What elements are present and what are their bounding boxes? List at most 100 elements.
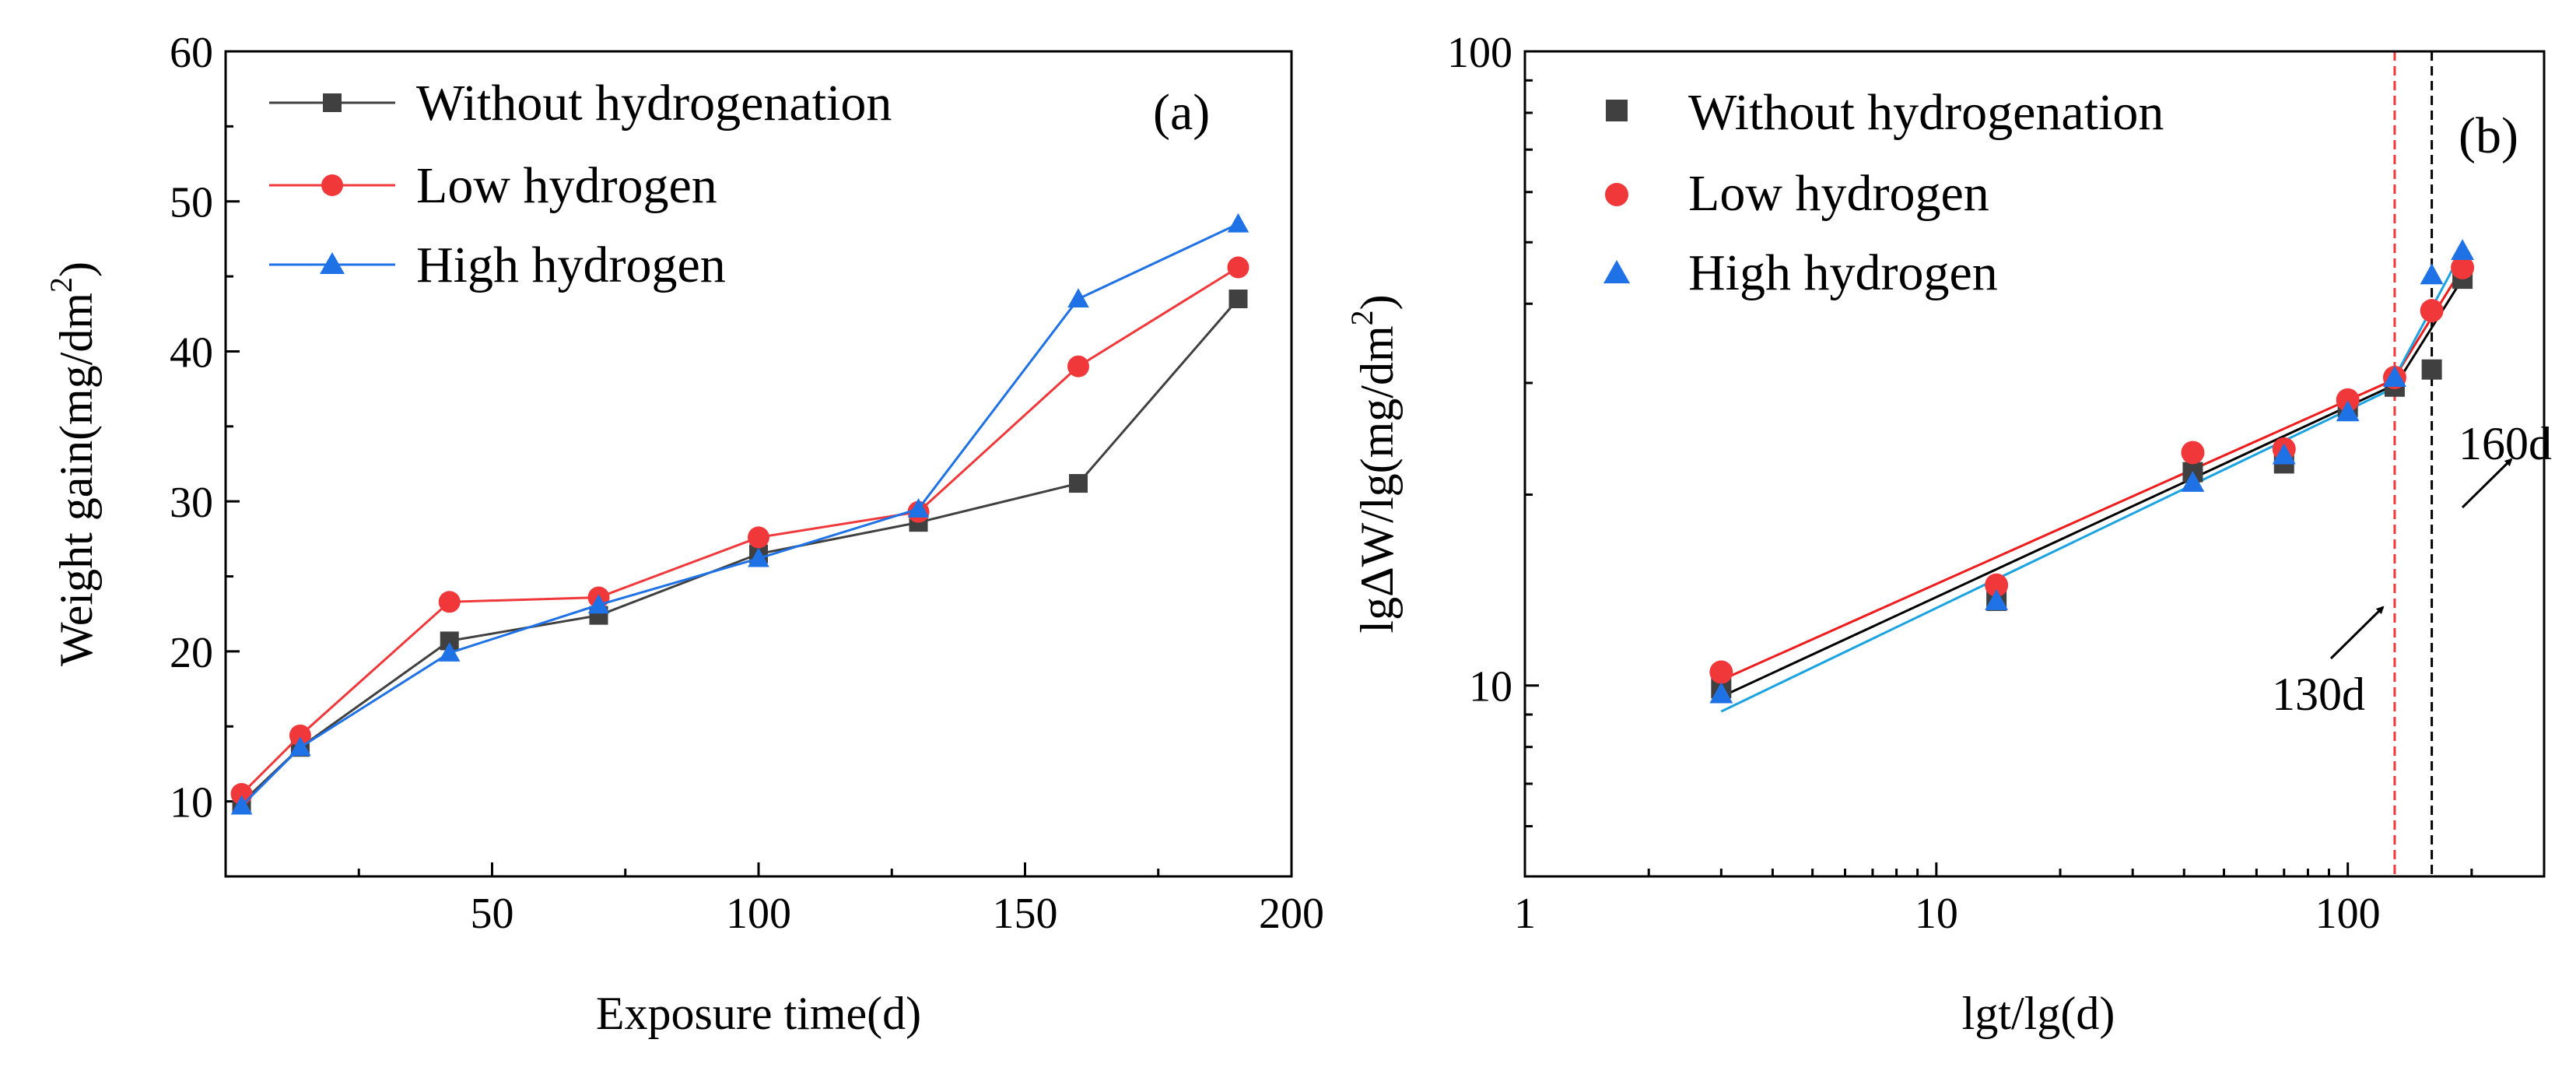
x-tick-label: 150 — [993, 890, 1058, 938]
data-point — [2420, 299, 2444, 323]
panel-b-frame — [1523, 50, 2546, 878]
fit-line-high-hydrogen — [1720, 386, 2396, 713]
data-point — [907, 498, 930, 518]
annotation-130d: 130d — [2272, 606, 2385, 720]
x-tick-label: 100 — [2315, 890, 2381, 938]
panel-a-ylabel-sup: 2 — [44, 277, 79, 293]
y-tick-label: 100 — [1447, 29, 1512, 77]
legend-marker-without-hydrogenation — [323, 93, 342, 112]
x-tick-label: 1 — [1514, 890, 1536, 938]
legend-marker-low-hydrogen — [321, 174, 343, 196]
data-point — [289, 724, 311, 746]
legend-label-low-hydrogen: Low hydrogen — [416, 157, 717, 214]
data-point — [2420, 263, 2444, 285]
legend-marker-high-hydrogen — [320, 252, 345, 274]
panel-b-label: (b) — [2459, 107, 2518, 164]
panel-b-ylabel-sup: 2 — [1344, 310, 1379, 325]
data-point — [1227, 256, 1249, 279]
series-line-without-hydrogenation — [240, 298, 1239, 804]
annotation-160d-label: 160d — [2459, 418, 2552, 469]
fit-line-without-hydrogenation — [2393, 278, 2464, 388]
data-point — [2272, 443, 2296, 465]
data-point — [1067, 288, 1089, 308]
y-tick-label: 50 — [170, 179, 213, 227]
data-point — [2336, 388, 2360, 412]
data-point — [1985, 573, 2009, 597]
panel-a-ylabel: Weight gain(mg/dm2) — [44, 262, 102, 666]
data-point — [2336, 400, 2360, 422]
y-tick-label: 40 — [170, 328, 213, 377]
data-point — [2382, 366, 2406, 387]
data-point — [438, 591, 461, 613]
panel-b-fit-lines — [1720, 250, 2464, 713]
data-point — [1069, 474, 1088, 493]
legend-label-without-hydrogenation: Without hydrogenation — [416, 75, 892, 132]
data-point — [438, 642, 461, 662]
fit-line-without-hydrogenation — [1720, 384, 2396, 698]
series-line-high-hydrogen — [240, 223, 1239, 807]
panel-a-xlabel: Exposure time(d) — [596, 988, 921, 1039]
y-tick-label: 10 — [1469, 663, 1512, 711]
series-low-hydrogen — [230, 256, 1249, 805]
data-point — [289, 736, 311, 757]
data-point — [2451, 255, 2475, 279]
data-point — [587, 594, 610, 614]
y-tick-label: 20 — [170, 629, 213, 677]
panel-b-data — [1709, 239, 2475, 704]
data-point — [748, 547, 769, 567]
data-point — [1228, 290, 1248, 308]
panel-a-frame — [224, 50, 1293, 878]
data-point — [2451, 239, 2475, 260]
panel-a-ylabel-main: Weight gain(mg/dm — [51, 293, 102, 666]
panel-b-reference-lines — [2393, 51, 2434, 876]
data-point — [2181, 470, 2205, 492]
series-low-hydrogen — [1709, 255, 2475, 684]
panel-b-legend: Without hydrogenation Low hydrogen High … — [1603, 84, 2164, 301]
x-tick-label: 10 — [1915, 890, 1958, 938]
y-tick-label: 30 — [170, 479, 213, 527]
x-tick-label: 100 — [726, 890, 791, 938]
x-tick-label: 50 — [471, 890, 514, 938]
data-point — [1067, 355, 1089, 377]
legend-label-without-hydrogenation-b: Without hydrogenation — [1688, 84, 2164, 141]
legend-marker-low-hydrogen-b — [1605, 183, 1628, 206]
panel-a-chart: 50 100 150 200 10 20 30 40 50 60 (a) Without hydr… — [44, 29, 1324, 1039]
data-point — [1985, 588, 2009, 610]
panel-b-ylabel-main: lgΔW/lg(mg/dm — [1351, 325, 1403, 633]
fit-line-low-hydrogen — [1720, 377, 2396, 682]
panel-a-tick-labels: 50 100 150 200 10 20 30 40 50 60 — [170, 29, 1324, 938]
series-without-hydrogenation — [232, 290, 1248, 813]
fit-line-low-hydrogen — [2393, 267, 2464, 378]
panel-a-ticks — [226, 50, 1293, 876]
annotation-160d-arrow — [2461, 458, 2513, 509]
legend-label-high-hydrogen: High hydrogen — [416, 237, 726, 293]
series-high-hydrogen — [230, 212, 1249, 815]
panel-a-ylabel-tail: ) — [51, 262, 102, 277]
data-point — [1227, 212, 1249, 233]
annotation-160d: 160d — [2459, 418, 2552, 509]
data-point — [748, 526, 769, 549]
y-tick-label: 60 — [170, 29, 213, 77]
data-point — [2421, 359, 2442, 380]
series-high-hydrogen — [1709, 239, 2475, 704]
panel-b-ticks — [1523, 50, 2546, 878]
panel-b-xlabel: lgt/lg(d) — [1962, 988, 2115, 1039]
legend-label-low-hydrogen-b: Low hydrogen — [1688, 165, 1989, 222]
panel-b-ylabel-tail: ) — [1351, 294, 1403, 310]
panel-b-tick-labels: 1 10 100 10 100 — [1447, 29, 2381, 938]
data-point — [230, 795, 253, 815]
panel-b-ylabel: lgΔW/lg(mg/dm2) — [1344, 294, 1403, 633]
y-tick-label: 10 — [170, 779, 213, 827]
series-line-low-hydrogen — [240, 266, 1239, 795]
x-tick-label: 200 — [1259, 890, 1324, 938]
panel-a-legend: Without hydrogenation Low hydrogen High … — [269, 75, 892, 293]
legend-marker-high-hydrogen-b — [1603, 260, 1630, 283]
data-point — [1709, 682, 1733, 704]
data-point — [2181, 441, 2205, 465]
legend-label-high-hydrogen-b: High hydrogen — [1688, 244, 1998, 301]
panel-b-chart: 1 10 100 10 100 (b) Without hydrogenation Lo… — [1344, 29, 2552, 1039]
data-point — [1709, 660, 1733, 684]
panel-a-data — [230, 212, 1249, 815]
legend-marker-without-hydrogenation-b — [1606, 100, 1628, 121]
